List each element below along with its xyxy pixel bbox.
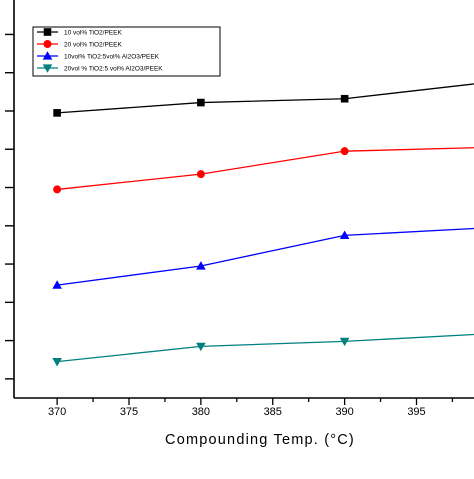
legend-label: 20 vol% TiO2/PEEK [64,42,122,49]
data-point [53,185,62,194]
data-point [196,261,206,270]
axes: 370 375 380 385 390 395 [5,0,474,418]
series [52,227,474,289]
data-point [52,280,62,289]
data-point [43,40,52,48]
data-point [339,230,350,239]
x-axis-label: Compounding Temp. (°C) [165,432,355,448]
data-point [340,147,349,156]
x-tick-label: 390 [335,406,353,418]
legend: 10 vol% TiO2/PEEK 20 vol% TiO2/PEEK 10vol%… [32,26,221,77]
data-point [42,51,53,60]
series [52,333,474,367]
x-tick-label: 375 [120,406,138,418]
series-group [52,83,474,367]
x-tick-label: 395 [407,406,425,418]
data-point [197,98,205,107]
legend-label: 10 vol% TiO2/PEEK [64,30,122,37]
x-tick-label: 385 [264,406,282,418]
legend-label: 10vol% TiO2:5vol% Al2O3/PEEK [64,54,160,61]
x-tick-label: 370 [48,406,66,418]
legend-box [32,26,221,77]
data-point [42,64,53,73]
data-point [339,337,350,347]
data-point [53,109,61,117]
data-point [43,28,52,36]
series-line [57,227,474,286]
data-point [196,170,205,179]
data-point [196,342,206,352]
legend-label: 20vol % TiO2:5 vol% Al2O3/PEEK [64,66,163,73]
series-line [57,83,474,114]
series [53,83,474,117]
data-point [52,358,62,367]
series [53,147,474,194]
x-tick-label: 380 [192,406,210,418]
series-line [57,147,474,191]
data-point [340,94,349,103]
series-line [57,333,474,363]
